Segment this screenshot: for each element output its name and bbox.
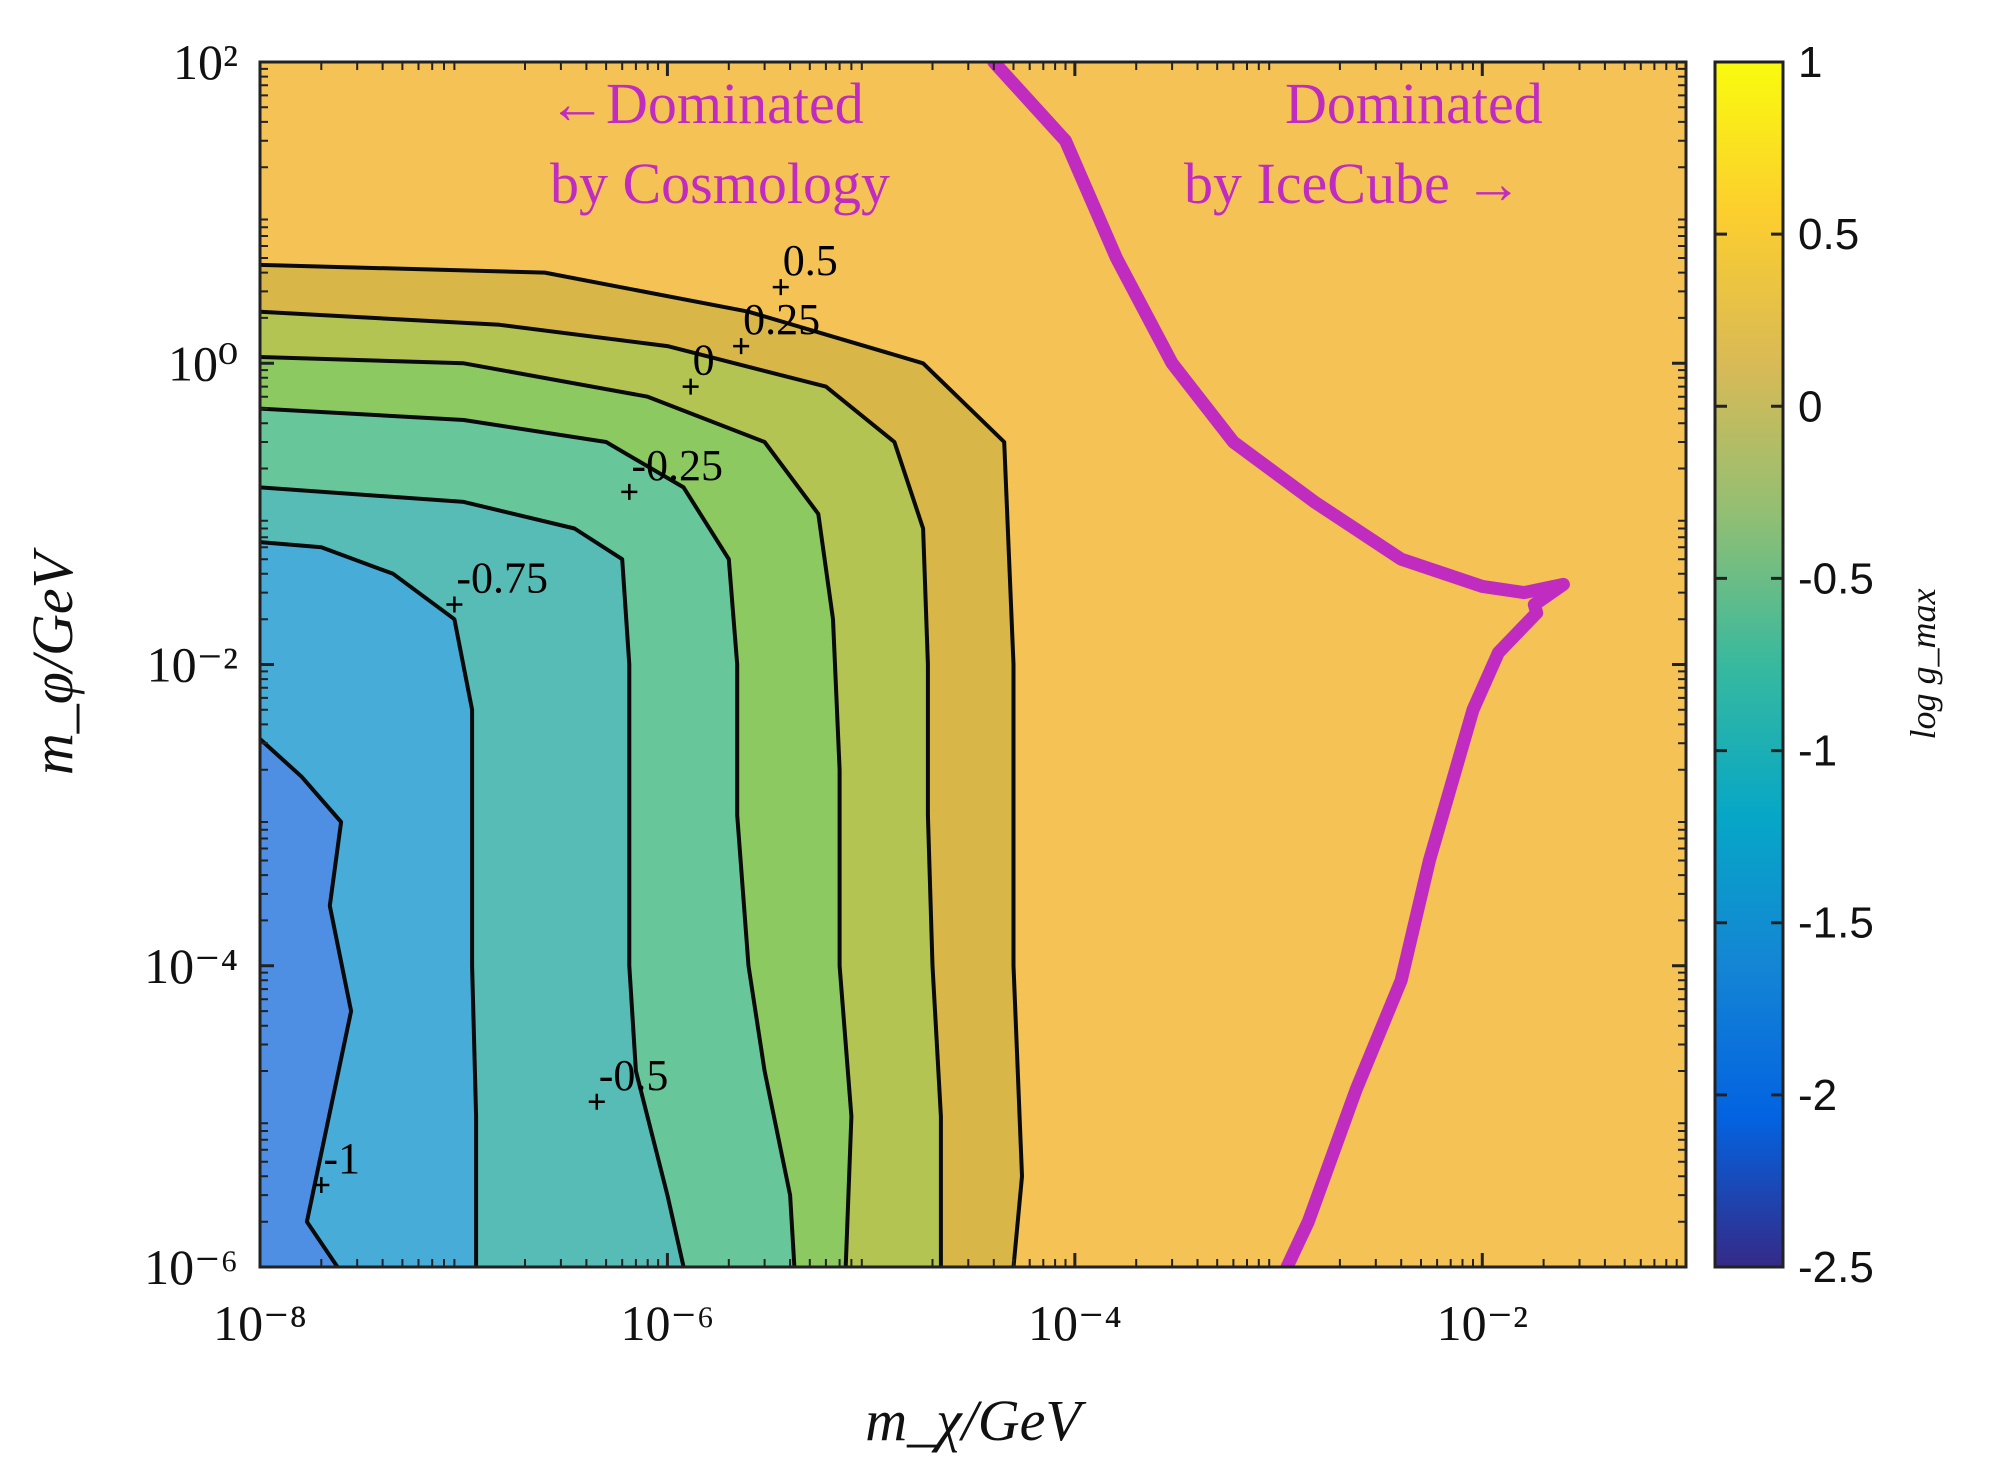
x-axis-ticks: 10⁻⁸ 10⁻⁶ 10⁻⁴ 10⁻² bbox=[213, 62, 1528, 1351]
contour-label-marker bbox=[621, 483, 638, 500]
colorbar-tick-label: 0 bbox=[1798, 382, 1822, 431]
contour-line--0.5 bbox=[260, 485, 686, 1267]
contour-line--0.75 bbox=[260, 540, 479, 1267]
colorbar-tick-label: 1 bbox=[1798, 38, 1822, 87]
contour-label-marker bbox=[682, 378, 699, 395]
colorbar bbox=[1713, 60, 1785, 1269]
contour-labels: -1 -0.75 -0.5 -0.25 0 0.25 0.5 bbox=[313, 236, 838, 1194]
x-axis-title: m_χ/GeV bbox=[865, 1388, 1087, 1453]
y-axis-ticks: 10⁻⁶ 10⁻⁴ 10⁻² 10⁰ 10² bbox=[144, 34, 1686, 1295]
cosmology-annotation: ←Dominated by Cosmology bbox=[548, 71, 890, 216]
divider-curve bbox=[987, 62, 1570, 1267]
y-axis-title: m_φ/GeV bbox=[20, 546, 85, 775]
contour-label: 0.25 bbox=[743, 295, 820, 344]
contour-label: -0.25 bbox=[631, 441, 723, 490]
contour-line-0.5 bbox=[260, 262, 1024, 1267]
colorbar-tick-label: -2.5 bbox=[1798, 1243, 1874, 1292]
divider-curve-group bbox=[987, 62, 1570, 1267]
colorbar-title: log g_max bbox=[1903, 588, 1943, 739]
contour-lines bbox=[260, 262, 1024, 1267]
minor-ticks bbox=[260, 62, 1686, 1267]
icecube-annotation: Dominated by IceCube → bbox=[1184, 71, 1543, 216]
colorbar-tick-label: -1 bbox=[1798, 727, 1837, 776]
contour-label-marker bbox=[772, 279, 789, 296]
y-tick-label: 10² bbox=[173, 34, 238, 90]
contour-label-marker bbox=[313, 1177, 330, 1194]
contour-label: 0.5 bbox=[783, 236, 838, 285]
minor-tick-marks bbox=[260, 62, 1686, 1267]
contour-line-0.25 bbox=[260, 309, 943, 1267]
contour-label-marker bbox=[733, 338, 750, 355]
colorbar-ticks: 1 0.5 0 -0.5 -1 -1.5 -2 -2.5 bbox=[1715, 38, 1874, 1292]
y-tick-label: 10⁰ bbox=[168, 335, 238, 391]
contour-label: -1 bbox=[323, 1134, 360, 1183]
x-tick-label: 10⁻⁶ bbox=[621, 1295, 715, 1351]
y-tick-label: 10⁻² bbox=[147, 637, 238, 693]
contour-line-0 bbox=[260, 355, 854, 1267]
y-tick-label: 10⁻⁴ bbox=[144, 938, 238, 994]
x-tick-label: 10⁻² bbox=[1437, 1295, 1528, 1351]
colorbar-tick-label: -1.5 bbox=[1798, 899, 1874, 948]
contour-label-marker bbox=[588, 1093, 605, 1110]
contour-label-marker bbox=[446, 596, 463, 613]
annotations: ←Dominated by Cosmology Dominated by IceCub… bbox=[548, 71, 1543, 216]
colorbar-tick-label: 0.5 bbox=[1798, 210, 1859, 259]
x-tick-label: 10⁻⁸ bbox=[213, 1295, 307, 1351]
contour-regions bbox=[260, 264, 1022, 1267]
contour-label: -0.75 bbox=[456, 554, 548, 603]
colorbar-tick-label: -2 bbox=[1798, 1071, 1837, 1120]
contour-label: -0.5 bbox=[599, 1051, 669, 1100]
region-below--1 bbox=[260, 739, 352, 1267]
y-tick-label: 10⁻⁶ bbox=[144, 1239, 238, 1295]
colorbar-tick-label: -0.5 bbox=[1798, 554, 1874, 603]
x-tick-label: 10⁻⁴ bbox=[1028, 1295, 1122, 1351]
contour-label: 0 bbox=[693, 336, 715, 385]
contour-line--1 bbox=[260, 737, 354, 1267]
contour-line--0.25 bbox=[260, 406, 797, 1267]
